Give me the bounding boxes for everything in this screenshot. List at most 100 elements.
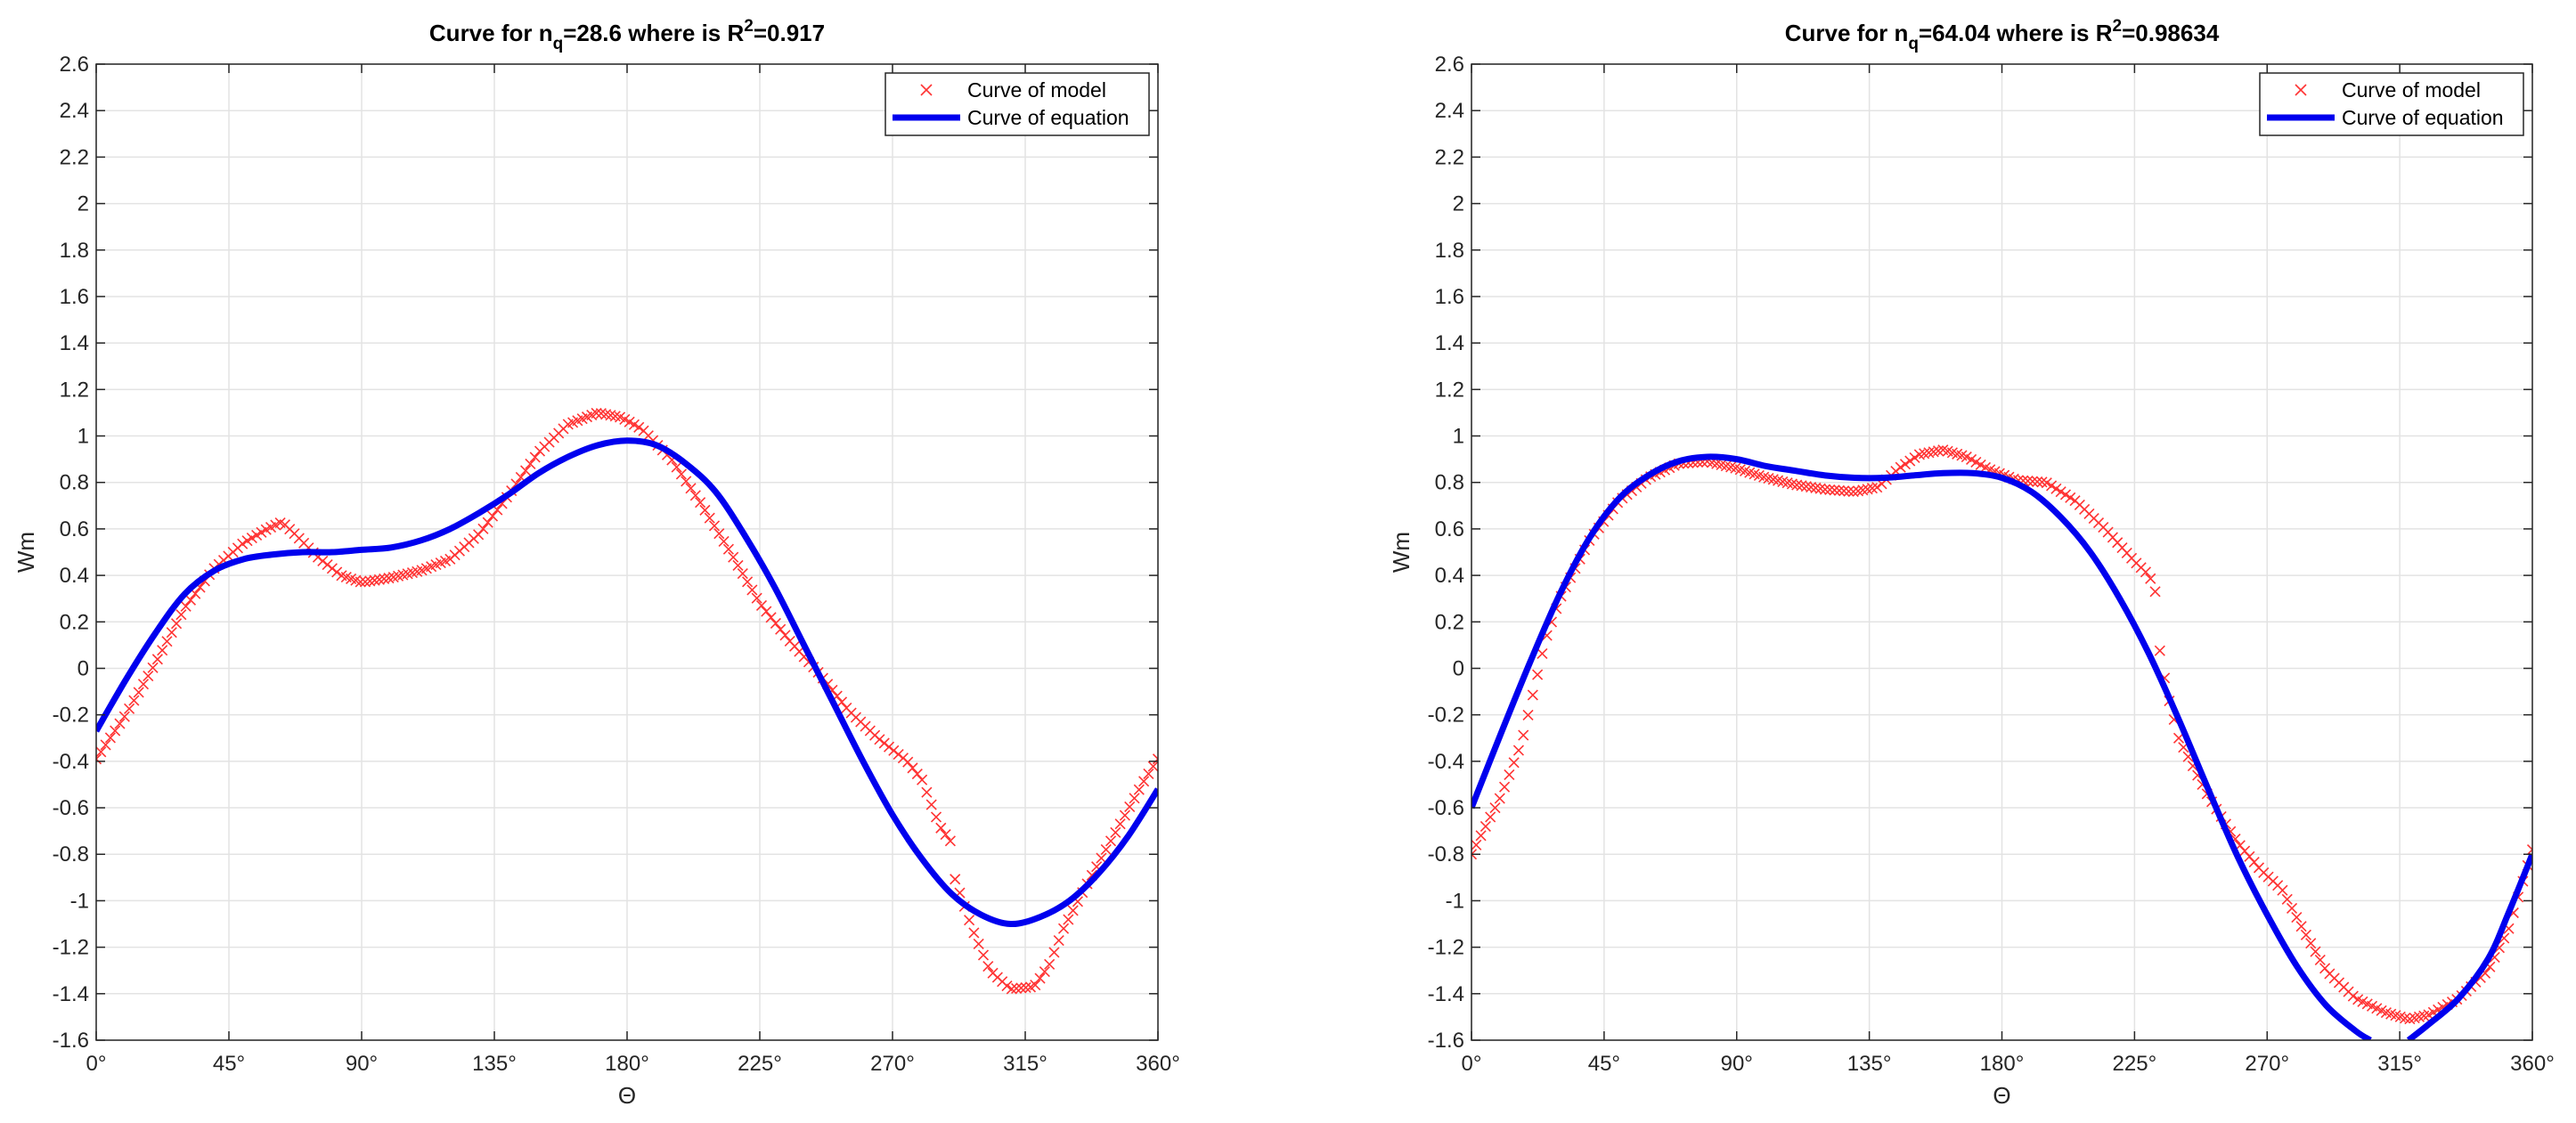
model-marker [128, 695, 140, 706]
model-marker [1498, 781, 1511, 793]
y-tick-label: 0.2 [60, 610, 89, 634]
x-axis-label: Θ [1993, 1082, 2010, 1109]
model-marker [1039, 966, 1050, 978]
model-marker [1806, 481, 1817, 493]
model-marker [1512, 745, 1524, 756]
y-tick-label: 1 [77, 425, 89, 449]
model-marker [1152, 753, 1158, 765]
model-marker [1791, 479, 1803, 491]
model-marker [157, 645, 168, 656]
model-marker [100, 739, 111, 751]
model-marker [2400, 1013, 2411, 1024]
y-tick-label: 1.8 [60, 239, 89, 263]
model-marker [364, 575, 376, 587]
model-marker [2281, 893, 2293, 905]
x-tick-label: 360° [1136, 1052, 1180, 1076]
model-marker [1143, 768, 1154, 780]
model-marker [1057, 923, 1070, 934]
x-tick-label: 0° [86, 1052, 107, 1076]
x-tick-label: 225° [2113, 1052, 2157, 1076]
model-marker [671, 461, 682, 473]
model-marker [907, 762, 918, 774]
y-tick-label: -0.2 [1428, 704, 1464, 728]
model-marker [1096, 852, 1107, 864]
model-marker [681, 476, 692, 487]
chart-title: Curve for nq=28.6 where is R2=0.917 [429, 17, 825, 53]
model-marker [373, 574, 385, 585]
x-tick-label: 270° [2245, 1052, 2289, 1076]
model-marker [184, 594, 197, 606]
y-tick-label: -1.2 [53, 936, 89, 960]
model-marker [1006, 983, 1017, 995]
model-marker [2314, 954, 2326, 966]
model-marker [1063, 914, 1074, 925]
y-tick-label: 1.6 [60, 285, 89, 309]
model-marker [2032, 476, 2043, 487]
model-marker [1833, 484, 1845, 496]
title-superscript: 2 [2113, 17, 2123, 36]
title-prefix: Curve for n [429, 20, 553, 46]
model-marker [704, 512, 715, 524]
model-marker [1904, 455, 1916, 467]
model-marker [695, 497, 706, 509]
model-marker [737, 568, 748, 580]
model-marker [911, 768, 923, 780]
model-marker [964, 915, 975, 926]
y-tick-label: 1.4 [60, 331, 89, 355]
model-marker [2055, 486, 2067, 498]
model-marker [1504, 769, 1515, 781]
model-marker [836, 696, 848, 708]
model-marker [1011, 982, 1023, 995]
model-marker [482, 517, 493, 528]
model-marker [1895, 461, 1906, 473]
chart-right: 0° 45° 90° 135° 180° 225° 270° 315° 360° -1.6 -1.4… [1388, 17, 2555, 1109]
model-marker [2154, 645, 2165, 656]
model-marker [1527, 689, 1538, 701]
model-marker [124, 703, 135, 714]
legend: Curve of model Curve of equation [884, 72, 1150, 136]
model-marker [1020, 981, 1031, 993]
chart-title: Curve for nq=64.04 where is R2=0.98634 [1785, 17, 2220, 53]
y-tick-label: 1.2 [60, 378, 89, 402]
model-marker [1494, 793, 1505, 804]
model-marker [1030, 980, 1041, 991]
model-marker [2310, 946, 2321, 957]
model-marker [1824, 484, 1836, 496]
model-marker [1796, 480, 1807, 492]
model-marker [1899, 459, 1912, 470]
model-marker [940, 828, 951, 841]
model-marker [1810, 482, 1822, 493]
model-marker [1909, 452, 1920, 464]
model-marker [2286, 902, 2298, 914]
model-marker [359, 576, 371, 588]
y-tick-label: -0.4 [53, 750, 89, 774]
y-tick-label: 0.4 [1435, 564, 1464, 588]
model-marker [96, 753, 102, 765]
model-marker [473, 529, 485, 541]
x-tick-label: 225° [738, 1052, 782, 1076]
y-tick-label: -0.4 [1428, 750, 1464, 774]
model-marker [2347, 990, 2359, 1002]
model-marker [2059, 489, 2072, 500]
model-marker [675, 468, 687, 480]
model-marker [930, 811, 942, 823]
y-tick-label: -0.8 [53, 842, 89, 867]
model-marker [1067, 905, 1079, 916]
model-marker [718, 535, 730, 548]
model-marker [2305, 938, 2317, 949]
y-axis-label: Wm [1388, 532, 1414, 573]
y-tick-label: -1 [1446, 889, 1464, 913]
title-prefix: Curve for n [1785, 20, 1909, 46]
model-marker [1129, 793, 1140, 804]
model-marker [143, 670, 154, 682]
model-marker [151, 654, 163, 665]
model-marker [944, 835, 956, 847]
model-marker [765, 612, 777, 623]
x-tick-label: 45° [1588, 1052, 1620, 1076]
title-middle: =28.6 where is R [563, 20, 744, 46]
model-marker [1480, 820, 1491, 832]
model-marker [1847, 485, 1859, 498]
model-marker [591, 407, 602, 419]
y-tick-label: 0 [1453, 656, 1464, 680]
